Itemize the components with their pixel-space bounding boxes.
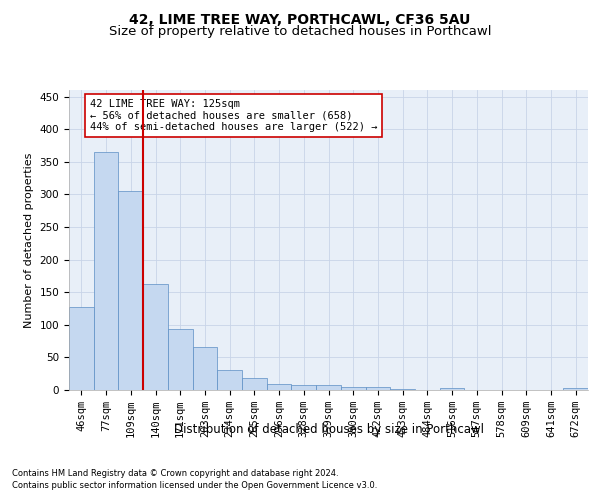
Bar (118, 191, 143, 390)
Text: Size of property relative to detached houses in Porthcawl: Size of property relative to detached ho… (109, 25, 491, 38)
Bar (193, 347, 217, 390)
Bar (316, 385, 341, 390)
Bar (341, 386, 365, 390)
Bar (94, 152, 118, 390)
Bar (365, 388, 390, 390)
Text: Contains public sector information licensed under the Open Government Licence v3: Contains public sector information licen… (12, 481, 377, 490)
Bar (267, 384, 292, 390)
Bar (440, 388, 464, 390)
Bar (292, 386, 316, 390)
Text: 42, LIME TREE WAY, PORTHCAWL, CF36 5AU: 42, LIME TREE WAY, PORTHCAWL, CF36 5AU (130, 12, 470, 26)
Bar (69, 307, 94, 390)
Bar (563, 388, 588, 390)
Text: Distribution of detached houses by size in Porthcawl: Distribution of detached houses by size … (174, 422, 484, 436)
Text: 42 LIME TREE WAY: 125sqm
← 56% of detached houses are smaller (658)
44% of semi-: 42 LIME TREE WAY: 125sqm ← 56% of detach… (90, 99, 377, 132)
Bar (390, 388, 415, 390)
Bar (168, 328, 193, 390)
Bar (143, 284, 168, 390)
Y-axis label: Number of detached properties: Number of detached properties (24, 152, 34, 328)
Bar (217, 370, 242, 390)
Text: Contains HM Land Registry data © Crown copyright and database right 2024.: Contains HM Land Registry data © Crown c… (12, 469, 338, 478)
Bar (242, 378, 267, 390)
